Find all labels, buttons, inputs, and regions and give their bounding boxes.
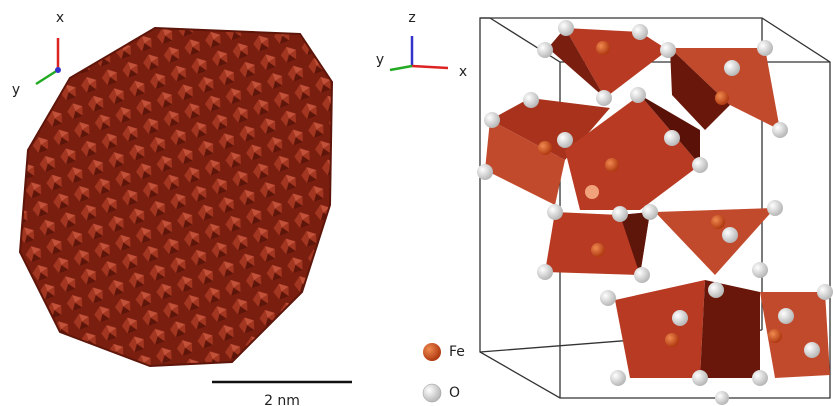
right-axes: z y x — [376, 10, 467, 80]
legend-label: Fe — [449, 344, 465, 360]
scale-bar-label: 2 nm — [264, 393, 300, 406]
legend-swatch — [423, 384, 441, 402]
axis-label: z — [408, 10, 415, 26]
left-axes: x y — [12, 10, 64, 98]
legend: Fe O — [423, 343, 465, 402]
legend-swatch — [423, 343, 441, 361]
axis-label: x — [56, 10, 64, 26]
legend-label: O — [449, 385, 460, 401]
axis-label: y — [12, 82, 20, 98]
axis-label: x — [459, 64, 467, 80]
scale-bar: 2 nm — [212, 382, 352, 406]
figure: x y 2 nm z y x — [0, 0, 834, 406]
axis-label: y — [376, 52, 384, 68]
nanoparticle — [20, 28, 332, 366]
